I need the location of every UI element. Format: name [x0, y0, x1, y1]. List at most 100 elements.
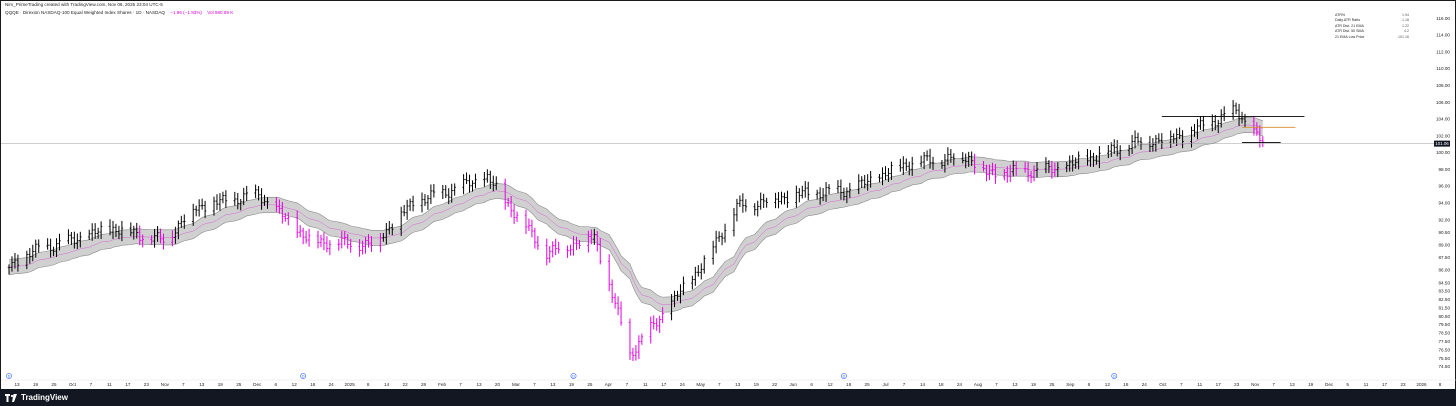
ohlc-bar	[1109, 142, 1113, 157]
ohlc-bar	[233, 191, 237, 206]
y-tick-label: 75.50	[1439, 356, 1451, 361]
tradingview-logo[interactable]: TradingView	[5, 393, 68, 402]
y-tick-label: 98.00	[1439, 167, 1451, 172]
ohlc-bar	[818, 187, 822, 205]
ohlc-bar	[159, 228, 162, 244]
x-tick-label: 25	[236, 382, 242, 387]
info-row-atr-ratio: Daily ATR Ratio 1.18	[1335, 18, 1409, 23]
ohlc-bar	[866, 174, 869, 191]
x-tick-label: 19	[754, 382, 760, 387]
ohlc-bar	[87, 229, 91, 241]
attribution-text: Nirv_PrimeTrading created with TradingVi…	[5, 2, 163, 7]
y-tick-label: 108.00	[1436, 83, 1450, 88]
ohlc-bar	[212, 196, 216, 216]
ohlc-bar	[1053, 162, 1057, 177]
ohlc-bar	[1112, 139, 1116, 155]
ohlc-bar	[1133, 130, 1137, 149]
ohlc-bar	[943, 153, 947, 173]
ohlc-bar	[569, 244, 572, 256]
y-tick-label: 89.00	[1439, 242, 1451, 247]
ohlc-bar	[367, 234, 370, 248]
ohlc-bar	[1011, 160, 1015, 177]
ohlc-bar	[720, 232, 724, 246]
x-tick-label: 23	[144, 382, 150, 387]
x-tick-label: 19	[569, 382, 575, 387]
x-tick-label: 7	[1180, 382, 1183, 387]
x-tick-label: 5	[1346, 382, 1349, 387]
ohlc-bar	[494, 176, 498, 190]
x-tick-label: 11	[643, 382, 648, 387]
ohlc-bar	[515, 211, 519, 223]
ohlc-bar	[1023, 161, 1027, 173]
ohlc-bar	[524, 209, 528, 235]
ohlc-bar	[902, 156, 905, 175]
ohlc-bar	[399, 206, 403, 236]
ohlc-bar	[714, 230, 718, 254]
y-tick-label: 116.00	[1436, 16, 1450, 21]
ohlc-bar	[13, 252, 17, 269]
x-tick-label: 7	[90, 382, 93, 387]
ohlc-bar	[759, 192, 762, 210]
ohlc-bar	[1118, 145, 1122, 161]
x-tick-label: Feb	[438, 382, 446, 387]
ema-line	[8, 124, 1263, 305]
ohlc-bar	[325, 236, 329, 253]
ohlc-bar	[432, 184, 436, 198]
y-tick-label: 83.50	[1439, 289, 1451, 294]
x-tick-label: 14	[920, 382, 926, 387]
y-tick-label: 76.50	[1439, 347, 1451, 352]
x-tick-label: Oct	[69, 382, 77, 387]
ohlc-bar	[49, 238, 52, 258]
ohlc-bar	[1219, 109, 1223, 128]
ohlc-bar	[7, 264, 11, 275]
ohlc-bar	[200, 198, 204, 210]
x-tick-label: 6	[810, 382, 813, 387]
ohlc-bar	[420, 192, 424, 213]
ohlc-bar	[245, 185, 248, 201]
ohlc-bar	[744, 199, 748, 212]
ohlc-bar	[765, 197, 768, 208]
ohlc-bar	[67, 229, 70, 245]
ohlc-bar	[319, 234, 323, 248]
ohlc-bar	[857, 174, 861, 195]
ohlc-bar	[619, 301, 623, 326]
ohlc-bar	[928, 148, 932, 169]
ohlc-bar	[1202, 115, 1205, 132]
ohlc-bar	[203, 200, 207, 219]
ohlc-bar	[301, 227, 305, 245]
ohlc-bar	[1261, 136, 1265, 147]
info-value: 4.2	[1404, 29, 1409, 34]
ohlc-bar	[1172, 133, 1175, 144]
ohlc-bar	[370, 236, 373, 252]
x-tick-label: 12	[1105, 382, 1111, 387]
event-marker-icon	[300, 373, 307, 379]
ohlc-bar	[486, 169, 489, 183]
ohlc-bar	[340, 231, 344, 249]
x-tick-label: 13	[1012, 382, 1018, 387]
ohlc-bar	[741, 193, 745, 213]
ohlc-bar	[590, 229, 593, 245]
ohlc-bar	[649, 316, 653, 344]
x-tick-label: 2026	[1416, 382, 1427, 387]
ohlc-bar	[907, 161, 911, 176]
ohlc-bar	[661, 307, 664, 324]
x-tick-label: 11	[1364, 382, 1369, 387]
ohlc-bar	[869, 170, 872, 188]
ohlc-bar	[1190, 126, 1193, 148]
ohlc-bar	[260, 188, 263, 210]
ohlc-bar	[76, 233, 79, 250]
ohlc-bar	[904, 158, 908, 171]
x-axis[interactable]: 13 19 25 Oct 7 11 17 23 Nov 7 13 19 25 Dec 6 12 18 24 2025…	[1, 379, 1456, 387]
price-chart[interactable]: D D D D D 116.00 114.00 112.00 110.00 108.00 106.…	[1, 1, 1456, 390]
ohlc-bar	[1032, 165, 1036, 182]
ohlc-bar	[224, 190, 228, 208]
ohlc-bar	[177, 220, 180, 240]
ohlc-bar	[640, 333, 644, 345]
ohlc-bar	[90, 223, 94, 241]
ohlc-bar	[349, 238, 352, 253]
y-tick-label: 81.50	[1439, 305, 1451, 310]
x-tick-label: 23	[1400, 382, 1406, 387]
ohlc-bar	[28, 247, 32, 264]
ohlc-bar	[34, 239, 38, 258]
y-axis[interactable]: 116.00 114.00 112.00 110.00 108.00 106.00 104.…	[1434, 16, 1450, 369]
